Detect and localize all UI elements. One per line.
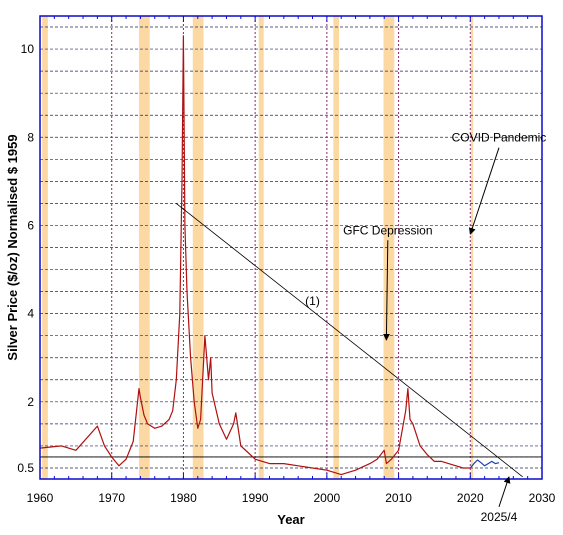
annotation-arrow (382, 240, 390, 341)
y-tick-label: 6 (27, 218, 34, 232)
annotation-label: 2025/4 (481, 510, 518, 524)
y-tick-label: 8 (27, 130, 34, 144)
x-tick-label: 2010 (385, 491, 412, 505)
x-axis-label: Year (277, 512, 304, 527)
recession-band (383, 16, 395, 479)
price-series-line (39, 35, 471, 476)
price-series-line (469, 459, 500, 469)
recession-band (192, 16, 204, 479)
recession-band (138, 16, 150, 479)
x-tick-label: 2020 (457, 491, 484, 505)
x-tick-label: 1970 (98, 491, 125, 505)
y-tick-label: 10 (21, 42, 35, 56)
y-axis-label: Silver Price ($/oz) Normalised $ 1959 (5, 134, 20, 360)
x-tick-label: 1990 (242, 491, 269, 505)
annotation-label: (1) (305, 294, 320, 308)
x-tick-label: 1980 (170, 491, 197, 505)
x-tick-label: 2030 (529, 491, 556, 505)
x-tick-label: 2000 (314, 491, 341, 505)
trend-line (176, 203, 523, 478)
y-tick-label: 2 (27, 395, 34, 409)
y-tick-label: 4 (27, 307, 34, 321)
plot-frame (39, 15, 543, 480)
annotation-label: GFC Depression (343, 223, 432, 237)
x-tick-label: 1960 (27, 491, 54, 505)
annotation-arrow (498, 476, 511, 508)
annotation-arrow (468, 147, 500, 235)
annotation-label: COVID Pandemic (452, 131, 547, 145)
y-tick-label: 0.5 (17, 461, 34, 475)
